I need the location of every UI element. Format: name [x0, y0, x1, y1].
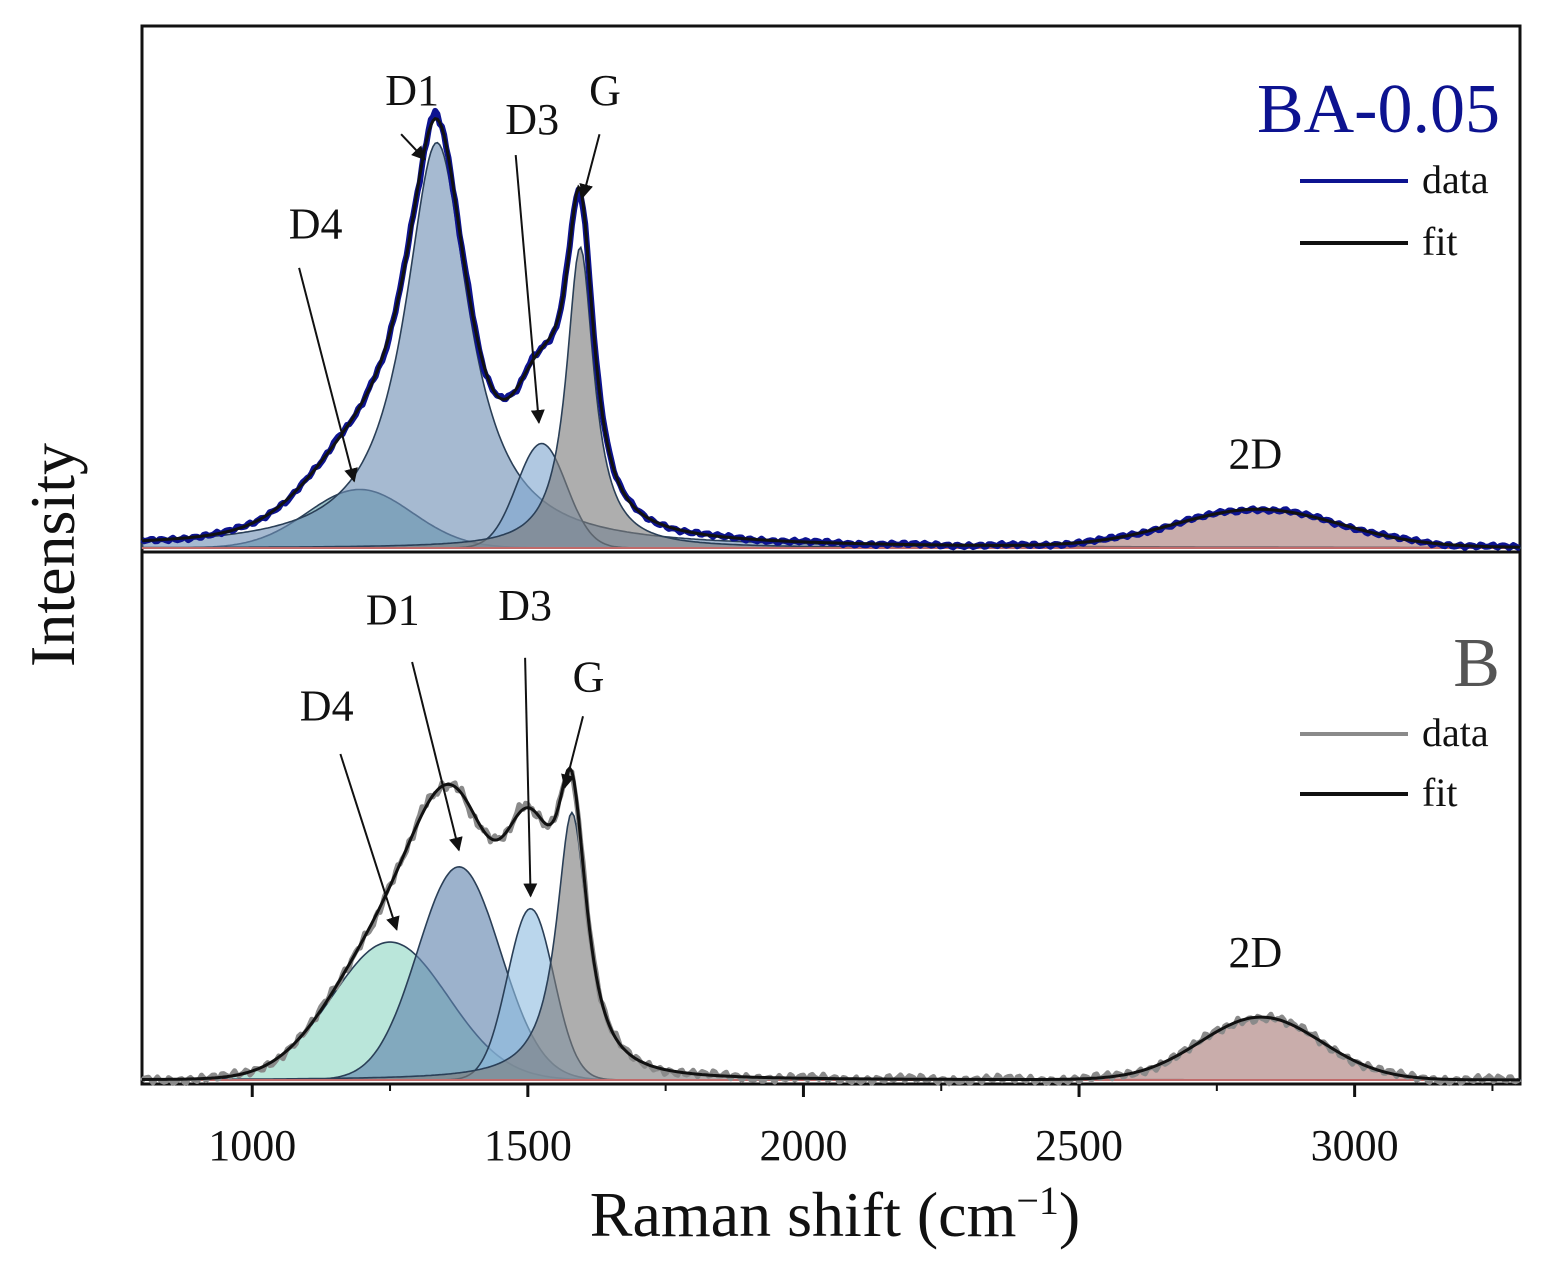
sample-label: BA-0.05	[1257, 71, 1500, 148]
x-tick-label: 2500	[1035, 1121, 1123, 1170]
fit-series-line	[141, 117, 1520, 549]
arrow-d1	[411, 661, 463, 852]
x-tick-label: 1500	[484, 1121, 572, 1170]
x-tick-label: 1000	[208, 1121, 296, 1170]
x-axis-title-close: )	[1059, 1179, 1080, 1250]
plot-frame	[140, 24, 1522, 1086]
arrow-g	[579, 133, 601, 199]
peak-label-d4: D4	[289, 200, 343, 249]
peak-label-d4: D4	[300, 682, 354, 731]
x-axis-title: Raman shift (cm−1)	[590, 1178, 1080, 1251]
x-axis-title-superscript: −1	[1016, 1178, 1059, 1223]
component-d1-area	[141, 141, 1521, 549]
x-tick-label: 2000	[759, 1121, 847, 1170]
legend-label-fit: fit	[1422, 219, 1458, 264]
legend-label-data: data	[1422, 710, 1489, 755]
arrow-d3	[514, 155, 545, 424]
legend-label-fit: fit	[1422, 770, 1458, 815]
peak-label-d1: D1	[366, 585, 420, 634]
arrow-g	[561, 716, 584, 789]
arrow-d3	[523, 657, 538, 898]
arrow-d1	[400, 133, 426, 161]
x-axis: 1000 1500 2000 2500 3000	[208, 1084, 1494, 1170]
peak-label-2d: 2D	[1229, 430, 1283, 479]
arrow-d4	[298, 267, 358, 483]
fit-series-line	[142, 765, 1520, 1082]
peak-label-g: G	[589, 66, 621, 115]
y-axis-title: Intensity	[17, 443, 88, 667]
peak-label-2d: 2D	[1229, 928, 1283, 977]
peak-label-d3: D3	[498, 581, 552, 630]
peak-label-d3: D3	[505, 95, 559, 144]
panel-ba-0.05: D1 D3 G D4 2D BA-0.05 data fit	[140, 66, 1521, 551]
peak-label-d1: D1	[385, 66, 439, 115]
legend-label-data: data	[1422, 157, 1489, 202]
sample-label: B	[1453, 625, 1500, 702]
peak-label-g: G	[573, 652, 605, 701]
x-tick-label: 3000	[1311, 1121, 1399, 1170]
arrow-d4	[339, 753, 400, 931]
x-axis-title-main: Raman shift (cm	[590, 1179, 1017, 1250]
